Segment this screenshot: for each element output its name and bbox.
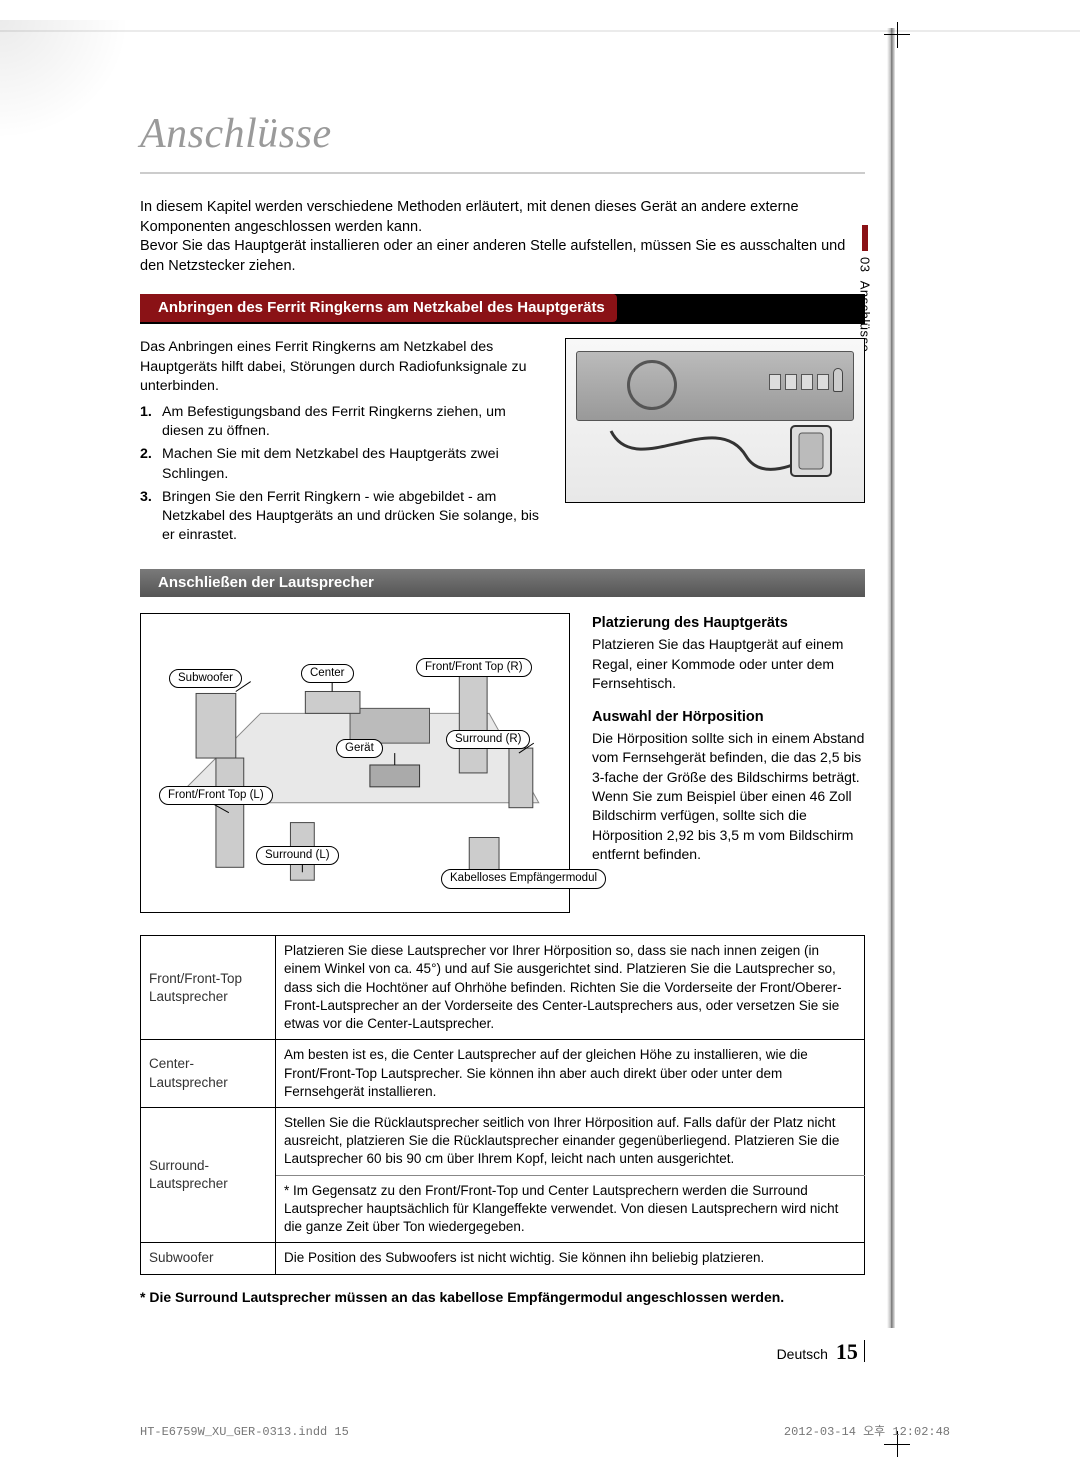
cable-icon [596,421,836,491]
ferrite-core-figure [565,338,865,503]
listening-block: Auswahl der Hörposition Die Hörposition … [592,707,865,864]
callout-center: Center [301,664,354,683]
panel-ports-icon [769,374,843,392]
row-text: Die Position des Subwoofers ist nicht wi… [276,1243,865,1274]
imprint-left: HT-E6759W_XU_GER-0313.indd 15 [140,1425,349,1439]
row-label: Front/Front-Top Lautsprecher [141,936,276,1040]
listening-heading: Auswahl der Hörposition [592,707,865,727]
step-2: Machen Sie mit dem Netzkabel des Hauptge… [140,445,545,483]
page-title: Anschlüsse [140,110,865,158]
intro-para-1: In diesem Kapitel werden verschiedene Me… [140,198,865,237]
callout-receiver: Kabelloses Empfängermodul [441,869,606,889]
speaker-layout-figure: Subwoofer Center Front/Front Top (R) Sur… [140,613,570,913]
table-row: Front/Front-Top Lautsprecher Platzieren … [141,936,865,1040]
device-back-panel-icon [576,351,854,421]
callout-surround-r: Surround (R) [446,730,530,749]
imprint-right: 2012-03-14 오후 12:02:48 [784,1422,950,1439]
row-label: Subwoofer [141,1243,276,1274]
table-row: Center-Lautsprecher Am besten ist es, di… [141,1040,865,1108]
section1-text: Das Anbringen eines Ferrit Ringkerns am … [140,338,545,549]
row-label: Center-Lautsprecher [141,1040,276,1108]
table-row: Surround-Lautsprecher Stellen Sie die Rü… [141,1107,865,1175]
row-note: * Im Gegensatz zu den Front/Front-Top un… [276,1175,865,1243]
table-footnote: * Die Surround Lautsprecher müssen an da… [140,1289,865,1305]
content-area: Anschlüsse In diesem Kapitel werden vers… [140,110,865,1305]
coil-icon [627,360,677,410]
placement-heading: Platzierung des Hauptgeräts [592,613,865,633]
callout-surround-l: Surround (L) [256,846,339,865]
section2: Anschließen der Lautsprecher [140,569,865,1304]
placement-block: Platzierung des Hauptgeräts Platzieren S… [592,613,865,693]
step-3: Bringen Sie den Ferrit Ringkern - wie ab… [140,488,545,546]
row-label: Surround-Lautsprecher [141,1107,276,1242]
page-number-block: Deutsch 15 [777,1339,865,1365]
callout-geraet: Gerät [336,739,383,758]
callout-front-r: Front/Front Top (R) [416,658,532,677]
row-text: Am besten ist es, die Center Lautspreche… [276,1040,865,1108]
scan-shadow [0,20,130,140]
section2-text: Platzierung des Hauptgeräts Platzieren S… [592,613,865,913]
manual-page: 03 Anschlüsse Anschlüsse In diesem Kapit… [0,0,1080,1479]
page-number: 15 [836,1339,858,1364]
section1-steps: Am Befestigungsband des Ferrit Ringkerns… [140,403,545,545]
section1-row: Das Anbringen eines Ferrit Ringkerns am … [140,338,865,549]
row-text: Stellen Sie die Rücklautsprecher seitlic… [276,1107,865,1175]
crop-mark-icon [884,22,910,48]
speaker-table: Front/Front-Top Lautsprecher Platzieren … [140,935,865,1274]
row-text: Platzieren Sie diese Lautsprecher vor Ih… [276,936,865,1040]
section1-lead: Das Anbringen eines Ferrit Ringkerns am … [140,338,545,397]
section1-heading-bar: Anbringen des Ferrit Ringkerns am Netzka… [140,294,865,324]
intro-para-2: Bevor Sie das Hauptgerät installieren od… [140,237,865,276]
page-bar-icon [864,1340,865,1362]
callout-subwoofer: Subwoofer [169,669,242,688]
table-row: Subwoofer Die Position des Subwoofers is… [141,1243,865,1274]
title-rule [140,172,865,174]
section1-heading: Anbringen des Ferrit Ringkerns am Netzka… [140,294,617,322]
step-1: Am Befestigungsband des Ferrit Ringkerns… [140,403,545,441]
listening-text: Die Hörposition sollte sich in einem Abs… [592,729,865,864]
intro-block: In diesem Kapitel werden verschiedene Me… [140,198,865,276]
placement-text: Platzieren Sie das Hauptgerät auf einem … [592,635,865,693]
top-rule [0,30,1080,32]
page-lang: Deutsch [777,1346,828,1362]
section2-row: Subwoofer Center Front/Front Top (R) Sur… [140,613,865,913]
page-spine [887,28,895,1328]
section2-heading: Anschließen der Lautsprecher [140,569,865,597]
callout-front-l: Front/Front Top (L) [159,786,273,805]
